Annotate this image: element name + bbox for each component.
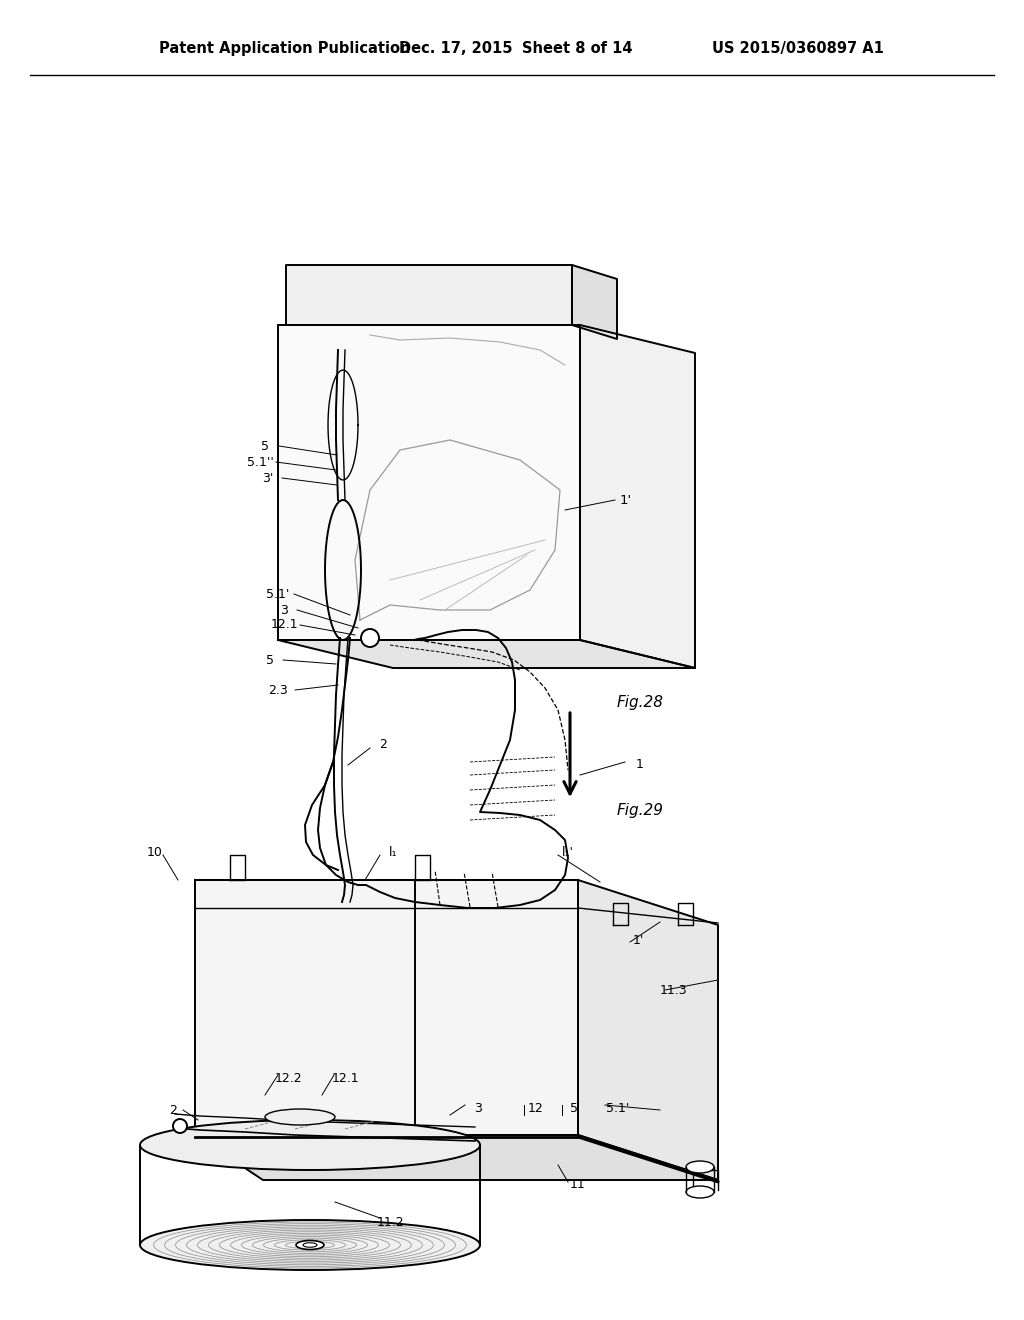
Text: 12.2: 12.2 [274,1072,302,1085]
Text: Fig.29: Fig.29 [616,803,664,817]
Polygon shape [278,325,580,640]
Text: 11: 11 [570,1179,586,1192]
Text: Dec. 17, 2015: Dec. 17, 2015 [399,41,513,55]
Text: 1: 1 [636,759,644,771]
Polygon shape [580,325,695,668]
Ellipse shape [265,1109,335,1125]
Text: 3: 3 [474,1101,482,1114]
Text: 12: 12 [528,1101,544,1114]
Polygon shape [572,265,617,339]
Text: 11.3: 11.3 [659,983,687,997]
Text: 5: 5 [261,440,269,453]
Text: US 2015/0360897 A1: US 2015/0360897 A1 [712,41,884,55]
Text: 2.3: 2.3 [268,684,288,697]
Text: 5: 5 [570,1101,578,1114]
Text: 11.2: 11.2 [376,1217,403,1229]
Text: Fig.28: Fig.28 [616,694,664,710]
Text: l₁: l₁ [389,846,397,858]
Text: 3: 3 [280,603,288,616]
Text: 5.1': 5.1' [266,587,290,601]
Text: 1': 1' [620,494,632,507]
Polygon shape [195,1135,718,1180]
Text: 2: 2 [169,1104,177,1117]
Text: 5: 5 [266,653,274,667]
Text: 12.1: 12.1 [331,1072,358,1085]
Ellipse shape [686,1162,714,1173]
Text: 12.1: 12.1 [270,619,298,631]
Polygon shape [278,640,695,668]
Text: 3': 3' [262,471,273,484]
Ellipse shape [140,1119,480,1170]
Text: 5.1'': 5.1'' [247,455,273,469]
Circle shape [361,630,379,647]
Text: 10: 10 [147,846,163,858]
Text: l₁': l₁' [562,846,574,858]
Ellipse shape [686,1185,714,1199]
Text: 1': 1' [632,933,644,946]
Circle shape [173,1119,187,1133]
Text: 5.1': 5.1' [606,1101,630,1114]
Polygon shape [286,265,572,325]
Text: 2: 2 [379,738,387,751]
Ellipse shape [296,1241,324,1250]
Ellipse shape [140,1220,480,1270]
Polygon shape [578,880,718,1180]
Polygon shape [195,880,578,1135]
Text: Patent Application Publication: Patent Application Publication [159,41,411,55]
Ellipse shape [303,1242,317,1247]
Text: Sheet 8 of 14: Sheet 8 of 14 [522,41,633,55]
